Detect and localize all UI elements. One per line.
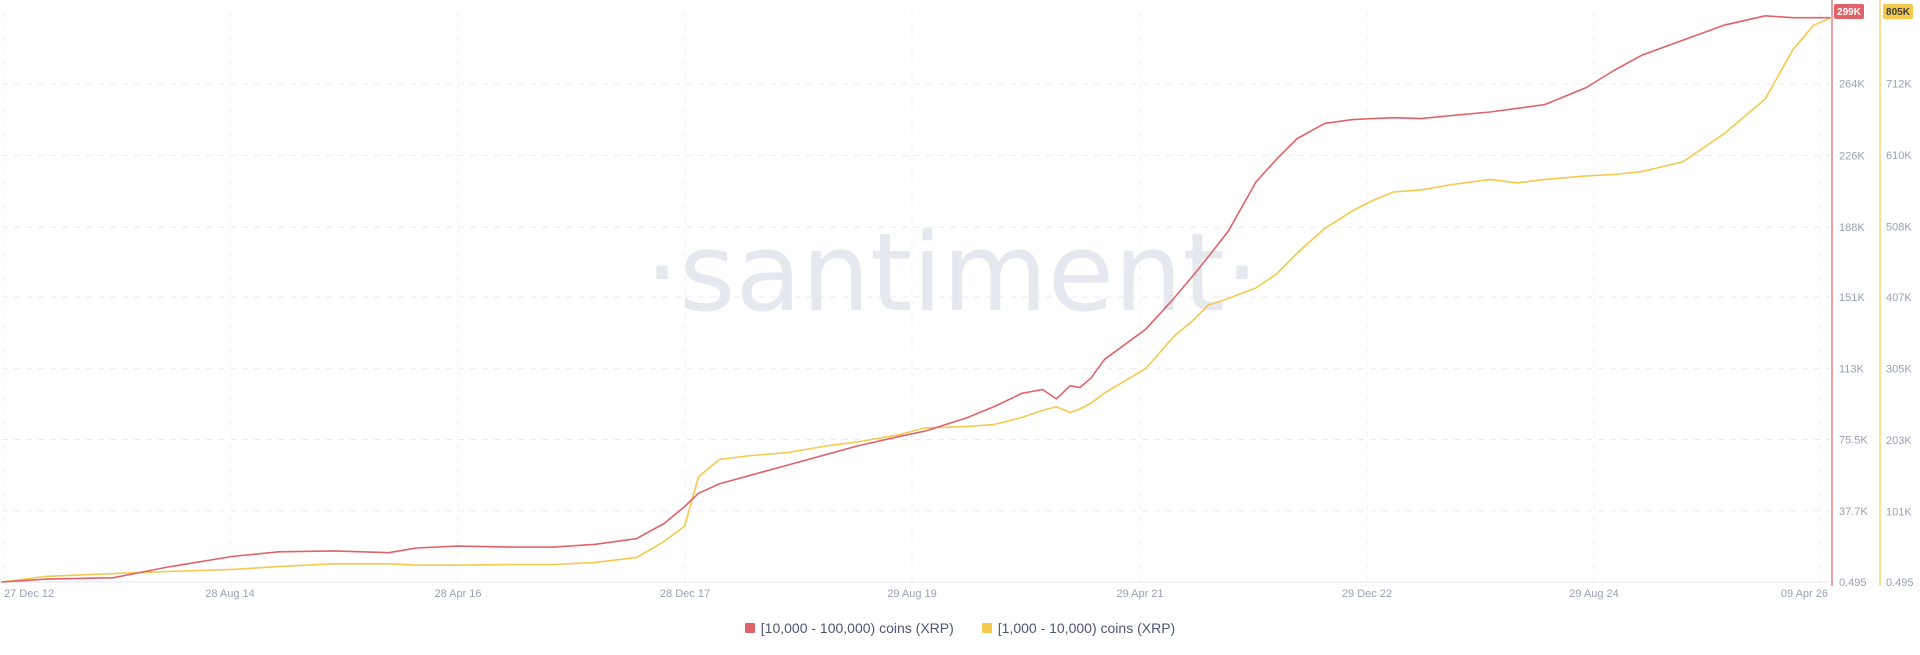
left-y-tick-label: 0.495 [1839,577,1867,589]
left-y-tick-label: 226K [1839,150,1865,162]
legend-item[interactable]: [10,000 - 100,000) coins (XRP) [744,620,954,636]
right-y-tick-label: 508K [1886,221,1912,233]
right-y-tick-label: 0.495 [1886,577,1914,589]
legend-swatch [981,623,992,633]
legend-label: [10,000 - 100,000) coins (XRP) [760,620,954,636]
x-tick-label: 29 Aug 19 [887,588,937,600]
series-lines [1,15,1831,583]
legend-label: [1,000 - 10,000) coins (XRP) [997,620,1176,636]
legend-item[interactable]: [1,000 - 10,000) coins (XRP) [981,620,1176,636]
x-tick-label: 09 Apr 26 [1781,588,1828,600]
x-tick-label: 28 Aug 14 [205,588,255,600]
legend: [10,000 - 100,000) coins (XRP) [1,000 - 1… [0,620,1920,636]
legend-swatch [744,623,755,633]
x-tick-label: 29 Aug 24 [1569,588,1619,600]
last-value-badges: 299K 805K [1834,4,1913,19]
left-y-tick-label: 151K [1839,292,1865,304]
left-y-tick-label: 37.7K [1839,506,1868,518]
right-y-tick-label: 101K [1886,506,1912,518]
x-tick-label: 27 Dec 12 [4,588,54,600]
left-y-tick-label: 264K [1839,79,1865,91]
left-y-tick-label: 113K [1839,364,1865,376]
left-y-tick-label: 188K [1839,222,1865,234]
series-line-1k-10k [1,17,1831,583]
right-last-value-badge-label: 805K [1886,7,1911,18]
x-tick-label: 29 Dec 22 [1342,588,1392,600]
axes: 27 Dec 12 28 Aug 14 28 Apr 16 28 Dec 17 29 A… [0,0,1914,600]
x-tick-label: 29 Apr 21 [1116,588,1163,600]
left-y-tick-label: 75.5K [1839,435,1868,447]
right-y-tick-label: 203K [1886,435,1912,447]
right-last-value-badge: 805K [1883,4,1913,19]
right-y-tick-label: 712K [1886,78,1912,90]
right-y-tick-label: 610K [1886,150,1912,162]
series-line-10k-100k [1,15,1831,583]
left-last-value-badge-label: 299K [1837,7,1862,18]
right-y-tick-label: 407K [1886,292,1912,304]
x-tick-label: 28 Dec 17 [660,588,710,600]
grid-lines [2,12,1830,583]
right-y-tick-label: 305K [1886,363,1912,375]
watermark: ·santiment· [645,211,1259,336]
x-tick-label: 28 Apr 16 [434,588,481,600]
left-last-value-badge: 299K [1834,4,1864,19]
